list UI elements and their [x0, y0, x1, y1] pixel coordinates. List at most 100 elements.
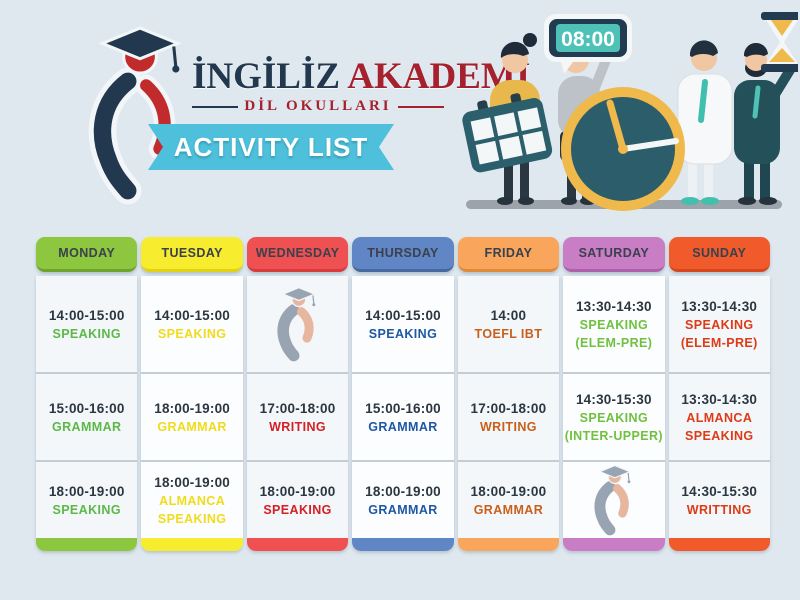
activity-name: (ELEM-PRE) [680, 335, 758, 350]
schedule-column-saturday: SATURDAY 13:30-14:30 SPEAKING (ELEM-PRE) 14:… [563, 237, 665, 551]
activity-time: 17:00-18:00 [259, 400, 336, 416]
graduate-logo-icon [88, 26, 182, 205]
activity-list-banner-label: ACTIVITY LIST [173, 131, 369, 162]
day-cells: 14:00-15:00 SPEAKING 15:00-16:00 GRAMMAR 18:… [352, 276, 454, 551]
day-header-monday: MONDAY [36, 237, 138, 272]
activity-time: 14:00-15:00 [154, 307, 231, 323]
day-header-wednesday: WEDNESDAY [246, 237, 349, 272]
activity-name: GRAMMAR [157, 419, 227, 434]
schedule-cell: 15:00-16:00 GRAMMAR [36, 372, 138, 460]
schedule-cell: 14:00-15:00 SPEAKING [352, 276, 453, 372]
activity-name: GRAMMAR [51, 419, 122, 434]
brand-subtitle: DİL OKULLARI [244, 98, 392, 114]
column-footer-bar [352, 538, 454, 551]
column-footer-bar [457, 538, 560, 551]
activity-time: 18:00-19:00 [154, 400, 231, 416]
activity-time: 18:00-19:00 [154, 474, 231, 490]
schedule-column-tuesday: TUESDAY 14:00-15:00 SPEAKING 18:00-19:00 GRA… [141, 237, 243, 551]
day-cells: 13:30-14:30 SPEAKING (ELEM-PRE) 14:30-15:30… [563, 276, 665, 551]
activity-time: 14:00 [490, 307, 527, 323]
activity-name: SPEAKING [52, 326, 121, 341]
column-footer-bar [141, 538, 243, 551]
schedule-cell: 18:00-19:00 SPEAKING [246, 460, 349, 538]
day-header-saturday: SATURDAY [563, 237, 665, 272]
brand-title: İNGİLİZ AKADEMİ [192, 56, 530, 97]
schedule-cell: 14:30-15:30 SPEAKING (INTER-UPPER) [563, 372, 665, 460]
activity-name: TOEFL IBT [474, 326, 543, 341]
schedule-cell: 17:00-18:00 WRITING [457, 372, 560, 460]
schedule-cell: 13:30-14:30 SPEAKING (ELEM-PRE) [669, 276, 770, 372]
column-footer-bar [246, 538, 349, 551]
activity-name: SPEAKING [157, 511, 227, 526]
day-cells: 17:00-18:00 WRITING 18:00-19:00 SPEAKING [246, 276, 349, 551]
schedule-table: MONDAY 14:00-15:00 SPEAKING 15:00-16:00 GRAM… [36, 237, 770, 551]
activity-time: 18:00-19:00 [259, 483, 336, 499]
schedule-cell: 18:00-19:00 SPEAKING [36, 460, 138, 538]
man-with-hourglass [734, 12, 798, 205]
schedule-column-thursday: THURSDAY 14:00-15:00 SPEAKING 15:00-16:00 GR… [352, 237, 454, 551]
day-header-friday: FRIDAY [457, 237, 560, 272]
activity-time: 17:00-18:00 [470, 400, 547, 416]
activity-name: (ELEM-PRE) [575, 335, 653, 350]
woman-with-calendar [462, 33, 553, 205]
activity-name: (INTER-UPPER) [564, 428, 663, 443]
schedule-column-friday: FRIDAY 14:00 TOEFL IBT 17:00-18:00 WRITING 18… [457, 237, 560, 551]
activity-name: SPEAKING [157, 326, 227, 341]
schedule-cell [563, 460, 665, 538]
activity-name: GRAMMAR [473, 502, 544, 517]
activity-name: WRITING [479, 419, 537, 434]
schedule-cell: 17:00-18:00 WRITING [246, 372, 349, 460]
schedule-cell: 13:30-14:30 ALMANCA SPEAKING [668, 372, 770, 460]
activity-name: SPEAKING [263, 502, 332, 517]
faded-logo-icon [276, 287, 316, 362]
activity-name: GRAMMAR [368, 502, 438, 517]
activity-name: SPEAKING [52, 502, 121, 517]
column-footer-bar [36, 538, 138, 551]
day-header-thursday: THURSDAY [352, 237, 454, 272]
activity-time: 14:00-15:00 [48, 307, 125, 323]
schedule-column-wednesday: WEDNESDAY 17:00-18:00 WRITING 18:00-19:00 S… [246, 237, 349, 551]
schedule-cell: 18:00-19:00 GRAMMAR [457, 460, 560, 538]
brand-block: İNGİLİZ AKADEMİ DİL OKULLARI [192, 56, 530, 115]
schedule-cell: 13:30-14:30 SPEAKING (ELEM-PRE) [563, 276, 664, 372]
activity-time: 13:30-14:30 [681, 391, 758, 407]
schedule-cell: 18:00-19:00 ALMANCA SPEAKING [141, 460, 243, 538]
column-footer-bar [668, 538, 770, 551]
activity-name: ALMANCA [159, 493, 226, 508]
activity-time: 18:00-19:00 [48, 483, 125, 499]
brand-title-primary: İNGİLİZ [192, 56, 341, 97]
activity-name: SPEAKING [685, 428, 754, 443]
schedule-cell: 14:00 TOEFL IBT [458, 276, 559, 372]
activity-time: 15:00-16:00 [48, 400, 125, 416]
schedule-column-sunday: SUNDAY 13:30-14:30 SPEAKING (ELEM-PRE) 13:30… [668, 237, 770, 551]
activity-name: SPEAKING [579, 317, 649, 332]
day-cells: 14:00-15:00 SPEAKING 18:00-19:00 GRAMMAR 18:… [141, 276, 243, 551]
schedule-cell: 18:00-19:00 GRAMMAR [352, 460, 454, 538]
person-in-white-coat [677, 40, 733, 205]
hourglass-icon [761, 12, 798, 72]
day-cells: 14:00-15:00 SPEAKING 15:00-16:00 GRAMMAR 18:… [36, 276, 138, 551]
activity-name: ALMANCA [686, 410, 753, 425]
analog-clock-icon [561, 87, 685, 211]
schedule-cell: 18:00-19:00 GRAMMAR [141, 372, 243, 460]
activity-list-banner: ACTIVITY LIST [148, 124, 394, 170]
activity-name: WRITTING [686, 502, 752, 517]
activity-name: SPEAKING [579, 410, 649, 425]
day-cells: 14:00 TOEFL IBT 17:00-18:00 WRITING 18:00-19… [457, 276, 560, 551]
schedule-cell: 14:00-15:00 SPEAKING [141, 276, 242, 372]
digital-clock-icon: 08:00 [544, 14, 632, 74]
schedule-column-monday: MONDAY 14:00-15:00 SPEAKING 15:00-16:00 GRAM… [36, 237, 138, 551]
people-with-clocks-illustration: 08:00 [462, 12, 798, 211]
schedule-cell [247, 276, 348, 372]
activity-time: 18:00-19:00 [470, 483, 547, 499]
digital-clock-time: 08:00 [561, 28, 615, 51]
day-header-sunday: SUNDAY [668, 237, 770, 272]
activity-time: 14:30-15:30 [575, 391, 652, 407]
activity-time: 15:00-16:00 [365, 400, 441, 416]
activity-time: 14:30-15:30 [681, 483, 758, 499]
day-header-tuesday: TUESDAY [141, 237, 243, 272]
activity-time: 18:00-19:00 [365, 483, 441, 499]
subtitle-rule-left [192, 105, 239, 108]
activity-time: 14:00-15:00 [365, 307, 441, 323]
